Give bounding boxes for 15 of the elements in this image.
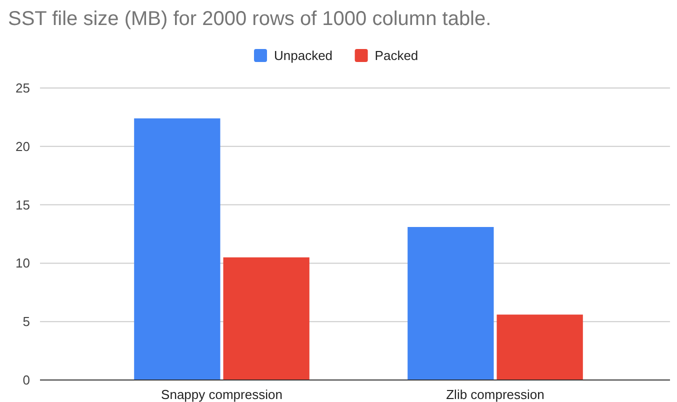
bar <box>223 257 310 380</box>
bar <box>496 314 583 380</box>
legend-label: Packed <box>374 48 418 63</box>
legend-label: Unpacked <box>274 48 333 63</box>
bar <box>134 118 220 380</box>
x-tick-label: Snappy compression <box>161 387 282 402</box>
x-tick-label: Zlib compression <box>446 387 544 402</box>
chart-title: SST file size (MB) for 2000 rows of 1000 column table. <box>8 8 492 30</box>
y-tick-label: 20 <box>16 138 30 154</box>
y-tick-label: 25 <box>16 80 30 96</box>
y-tick-label: 5 <box>22 314 30 330</box>
y-tick-label: 0 <box>22 372 30 388</box>
y-tick-label: 10 <box>16 256 30 271</box>
y-tick-label: 15 <box>16 197 30 212</box>
bar <box>408 226 494 380</box>
